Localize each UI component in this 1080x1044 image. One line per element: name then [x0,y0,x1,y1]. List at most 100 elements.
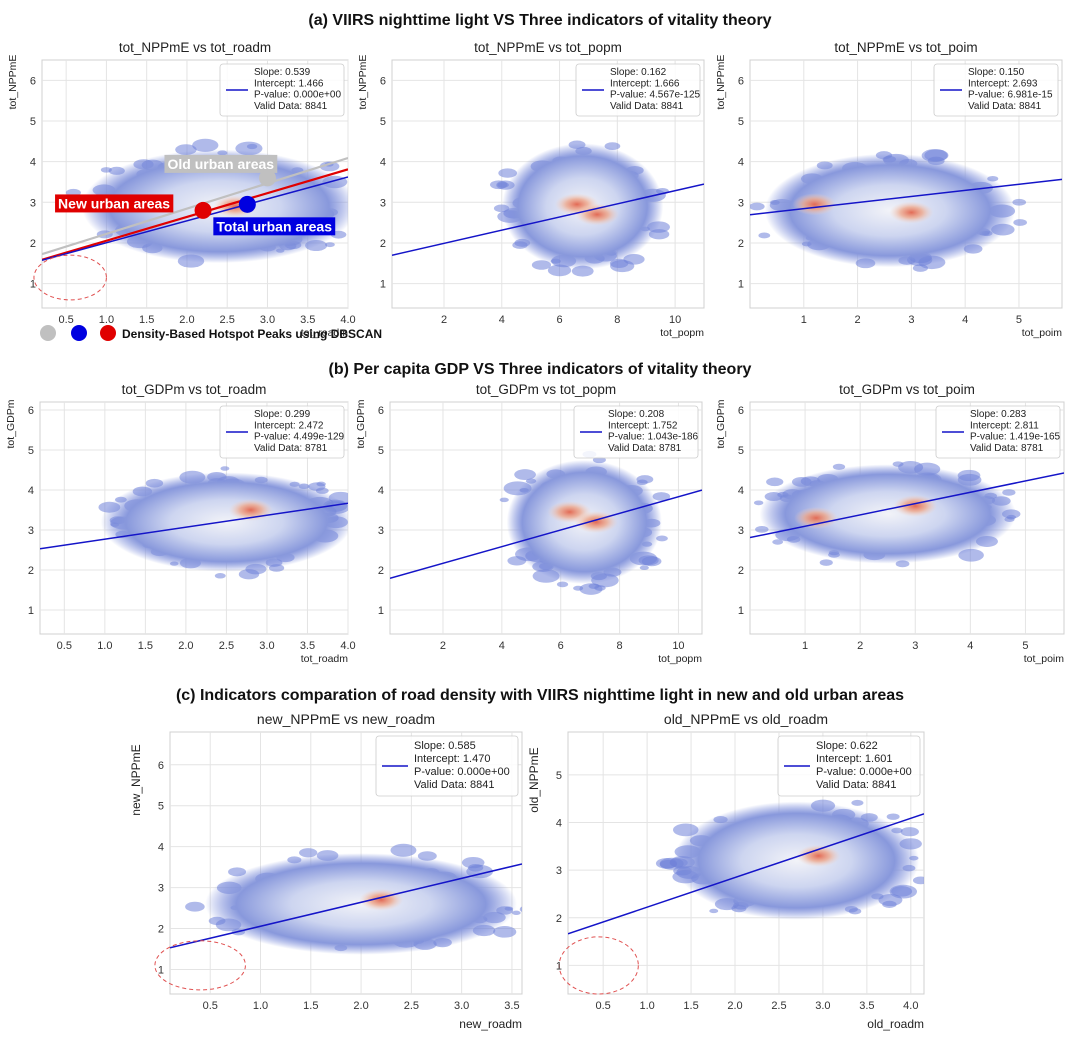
stats-legend-entry: Valid Data: 8781 [970,443,1044,454]
y-tick-label: 6 [380,75,386,87]
y-tick-label: 4 [380,157,386,169]
regression-line [40,502,348,550]
density-blob [753,500,764,506]
y-tick-label: 3 [738,525,744,537]
y-tick-label: 4 [28,485,34,497]
stats-legend-entry: Valid Data: 8841 [254,101,328,112]
legend-dot-total [71,325,87,341]
x-tick-label: 0.5 [59,314,74,326]
stats-legend-entry: Intercept: 1.601 [816,753,892,765]
x-axis-label: tot_poim [1022,327,1063,339]
x-tick-label: 3.5 [504,1000,519,1012]
density-blob [641,556,662,567]
y-tick-label: 2 [738,565,744,577]
x-tick-label: 2.0 [727,1000,742,1012]
stats-legend-box [575,63,701,117]
density-blob [819,559,833,566]
hotspot-peak-marker [258,169,276,187]
x-tick-label: 1.5 [683,1000,698,1012]
stats-legend-entry: Valid Data: 8841 [414,779,495,791]
density-blob [709,908,719,914]
x-tick-label: 3.0 [259,640,274,652]
density-blob [350,194,359,199]
x-axis-label: tot_poim [1024,653,1065,665]
y-tick-label: 1 [378,605,384,617]
density-blob [639,565,649,571]
x-tick-label: 0.5 [596,1000,611,1012]
density-blob [766,477,784,487]
density-blob [325,242,335,248]
stats-legend-entry: Intercept: 2.693 [968,78,1038,89]
low-density-ellipse [154,940,246,991]
density-blob [319,161,340,172]
density-blob [246,143,258,150]
stats-legend-entry: P-value: 6.981e-15 [968,90,1053,101]
section-title-c: (c) Indicators comparation of road densi… [176,687,904,704]
x-tick-label: 2 [855,314,861,326]
x-tick-label: 0.5 [203,1000,218,1012]
stats-legend-entry: P-value: 1.419e-165 [970,432,1061,443]
y-tick-label: 5 [158,801,164,813]
stats-legend-entry: Slope: 0.283 [970,409,1027,420]
y-tick-label: 1 [28,605,34,617]
x-axis-label: tot_roadm [301,653,349,665]
stats-legend-entry: Valid Data: 8841 [816,779,897,791]
y-tick-label: 6 [28,405,34,417]
x-tick-label: 3.0 [454,1000,469,1012]
stats-legend-entry: P-value: 4.499e-129 [254,432,345,443]
density-cloud [753,461,1021,568]
density-hotspot [889,201,934,224]
density-blob [390,843,417,857]
y-tick-label: 5 [738,116,744,128]
y-axis-label: tot_NPPmE [7,55,19,110]
y-tick-label: 3 [158,883,164,895]
x-tick-label: 3.5 [300,640,315,652]
density-blob [912,264,928,272]
y-axis-label: old_NPPmE [527,747,541,812]
y-tick-label: 2 [28,565,34,577]
x-tick-label: 1.0 [639,1000,654,1012]
hotspot-peak-marker [238,195,256,213]
stats-legend-entry: Slope: 0.208 [608,409,665,420]
x-axis-label: new_roadm [459,1017,522,1031]
density-hotspot [792,193,837,216]
density-core [673,801,920,920]
stats-legend-box [935,405,1061,459]
y-axis-label: new_NPPmE [129,744,143,815]
density-blob [185,901,205,912]
y-tick-label: 4 [158,842,164,854]
y-tick-label: 2 [738,238,744,250]
x-tick-label: 1 [802,640,808,652]
x-tick-label: 2 [857,640,863,652]
x-tick-label: 1.0 [97,640,112,652]
y-tick-label: 6 [738,405,744,417]
stats-legend-entry: Valid Data: 8781 [254,443,328,454]
annotation-label-bg [164,154,278,173]
y-tick-label: 1 [158,964,164,976]
x-tick-label: 3 [912,640,918,652]
y-tick-label: 2 [158,924,164,936]
density-cloud [499,450,671,595]
density-blob [750,202,765,211]
stats-legend-entry: P-value: 1.043e-186 [608,432,699,443]
density-cloud [185,843,522,955]
y-tick-label: 1 [380,279,386,291]
density-blob [531,260,552,270]
stats-legend-entry: Intercept: 1.666 [610,78,680,89]
y-tick-label: 6 [738,75,744,87]
regression-line [750,472,1064,539]
x-tick-label: 8 [617,640,623,652]
annotation-label-bg [213,217,336,236]
stats-legend-box [219,405,345,459]
stats-legend-box [219,63,345,117]
y-tick-label: 6 [158,760,164,772]
dbscan-legend: Density-Based Hotspot Peaks using DBSCAN [40,325,382,341]
y-tick-label: 1 [738,605,744,617]
annotation-label: Old urban areas [167,156,274,172]
y-tick-label: 2 [378,565,384,577]
stats-legend-entry: Slope: 0.162 [610,67,667,78]
density-blob [192,138,219,152]
y-tick-label: 4 [378,485,384,497]
density-blob [1012,198,1027,206]
